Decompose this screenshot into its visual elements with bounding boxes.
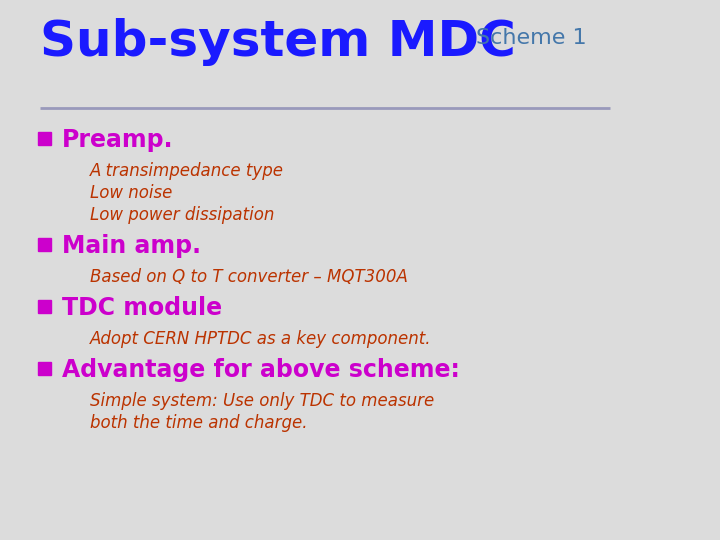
Text: Low noise: Low noise	[90, 184, 172, 202]
Bar	[38, 238, 51, 251]
Text: TDC module: TDC module	[62, 296, 222, 320]
Text: Advantage for above scheme:: Advantage for above scheme:	[62, 358, 460, 382]
Text: Sub-system MDC: Sub-system MDC	[40, 18, 516, 66]
Text: Low power dissipation: Low power dissipation	[90, 206, 274, 224]
Bar	[38, 362, 51, 375]
Text: Preamp.: Preamp.	[62, 128, 174, 152]
Text: Simple system: Use only TDC to measure: Simple system: Use only TDC to measure	[90, 392, 434, 410]
Text: both the time and charge.: both the time and charge.	[90, 414, 307, 432]
Bar	[38, 300, 51, 313]
Text: Adopt CERN HPTDC as a key component.: Adopt CERN HPTDC as a key component.	[90, 330, 431, 348]
Text: Main amp.: Main amp.	[62, 234, 201, 258]
Bar	[38, 132, 51, 145]
Text: Scheme 1: Scheme 1	[476, 28, 587, 48]
Text: Based on Q to T converter – MQT300A: Based on Q to T converter – MQT300A	[90, 268, 408, 286]
Text: A transimpedance type: A transimpedance type	[90, 162, 284, 180]
